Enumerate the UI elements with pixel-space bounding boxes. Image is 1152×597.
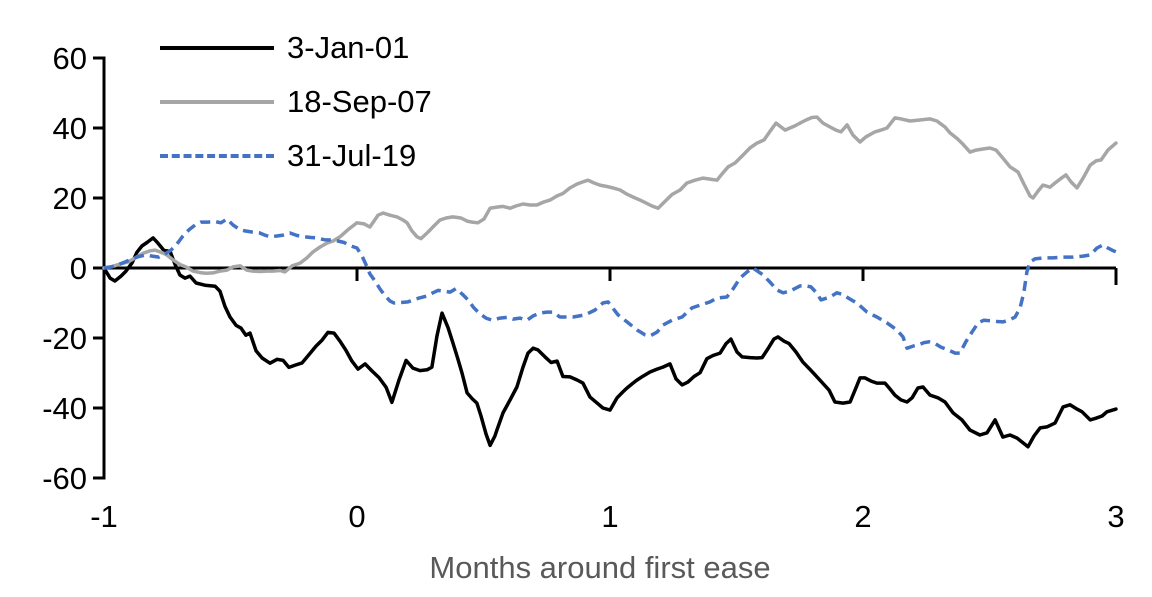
legend-entry: 31-Jul-19 [160, 138, 432, 174]
x-tick-label: 3 [1107, 499, 1124, 534]
y-tick-label: 20 [53, 181, 87, 216]
legend-entry: 3-Jan-01 [160, 30, 432, 66]
y-tick-label: 0 [70, 251, 87, 286]
x-axis-title: Months around first ease [429, 550, 770, 585]
legend-label: 18-Sep-07 [287, 84, 432, 119]
legend-line-sample [160, 100, 274, 104]
legend-line-sample [160, 46, 274, 50]
x-tick-label: 0 [348, 499, 365, 534]
x-tick-label: 2 [854, 499, 871, 534]
legend-line-sample [160, 154, 274, 158]
x-tick-label: 1 [601, 499, 618, 534]
series-line-31-Jul-19 [103, 217, 1117, 355]
x-tick-label: -1 [90, 499, 118, 534]
legend-label: 3-Jan-01 [287, 30, 410, 65]
y-tick-label: 60 [53, 41, 87, 76]
series-line-3-Jan-01 [102, 236, 1118, 449]
chart-legend: 3-Jan-01 18-Sep-07 31-Jul-19 [160, 30, 432, 174]
series-line-18-Sep-07 [102, 115, 1118, 276]
y-tick-label: -20 [42, 321, 87, 356]
legend-label: 31-Jul-19 [287, 138, 417, 173]
y-tick-label: -40 [42, 391, 87, 426]
y-tick-label: -60 [42, 461, 87, 496]
y-tick-label: 40 [53, 111, 87, 146]
legend-entry: 18-Sep-07 [160, 84, 432, 120]
